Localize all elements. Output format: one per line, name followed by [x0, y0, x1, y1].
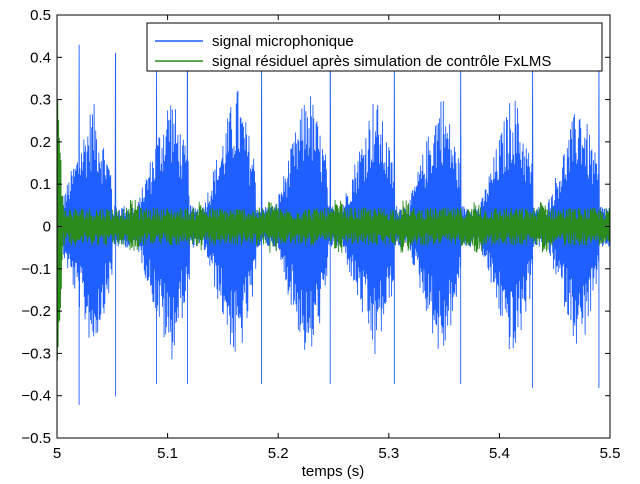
y-tick-label: 0: [43, 219, 51, 236]
y-tick-label: 0.5: [30, 7, 51, 24]
legend: signal microphonique signal résiduel apr…: [146, 22, 603, 72]
y-tick-label: −0.5: [21, 430, 51, 447]
y-tick-label: 0.2: [30, 134, 51, 151]
legend-box: [146, 22, 603, 72]
x-tick-label: 5: [53, 445, 61, 462]
x-tick-label: 5.1: [157, 445, 178, 462]
x-tick-label: 5.4: [489, 445, 510, 462]
y-tick-label: −0.4: [21, 388, 51, 405]
x-tick-label: 5.2: [268, 445, 289, 462]
y-tick-label: −0.1: [21, 261, 51, 278]
y-tick-label: −0.3: [21, 345, 51, 362]
series-layer: [56, 44, 611, 405]
y-tick-label: 0.3: [30, 92, 51, 109]
x-axis-label: temps (s): [302, 463, 365, 480]
tick-layer: 5 5.1 5.2 5.3 5.4 5.5 −0.5 −0.4 −0.3 −0.2 −0.1 0 0.1…: [21, 7, 620, 462]
x-tick-label: 5.5: [600, 445, 621, 462]
legend-label-microphonique: signal microphonique: [212, 33, 354, 50]
y-tick-label: 0.1: [30, 176, 51, 193]
legend-label-residuel: signal résiduel après simulation de cont…: [212, 53, 551, 70]
x-tick-label: 5.3: [378, 445, 399, 462]
y-tick-label: −0.2: [21, 303, 51, 320]
series-line-residuel: [56, 94, 611, 361]
y-tick-label: 0.4: [30, 49, 51, 66]
